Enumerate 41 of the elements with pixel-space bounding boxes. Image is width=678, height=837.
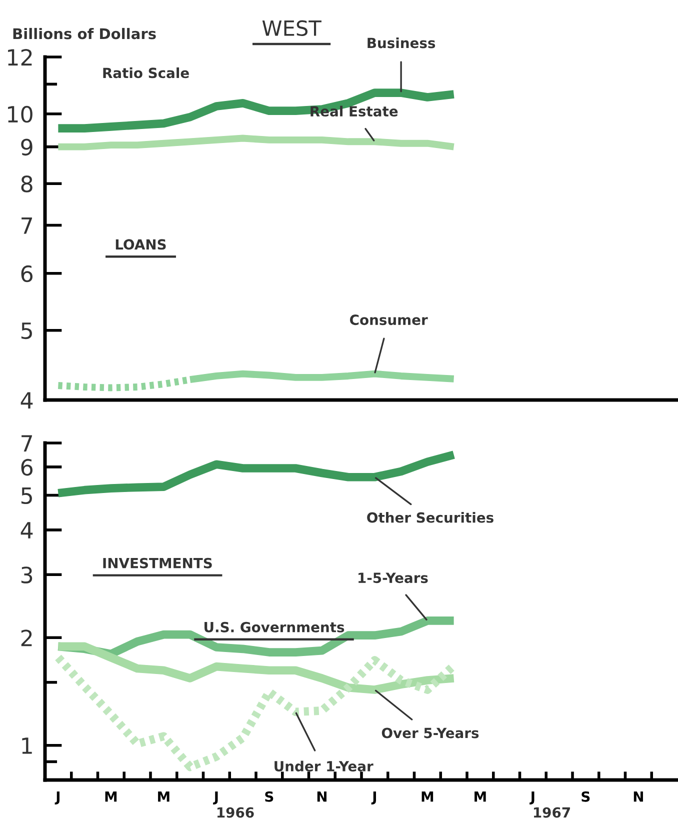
x-tick-label: J	[530, 792, 534, 804]
x-tick-label: M	[105, 792, 117, 802]
y-tick-label: 10	[8, 106, 32, 123]
y-tick-label: 6	[21, 265, 32, 282]
text: Consumer	[350, 314, 428, 326]
x-tick-label: N	[317, 792, 326, 802]
chart-title: WEST	[262, 20, 322, 36]
y-tick-label: 4	[20, 392, 33, 408]
annotation: INVESTMENTS	[103, 558, 212, 568]
x-tick-label: M	[158, 792, 170, 802]
text: Under 1-Year	[274, 760, 374, 772]
text: 1-5-Years	[358, 572, 428, 584]
y-tick-label: 6	[21, 458, 32, 476]
x-tick-label: J	[371, 792, 376, 804]
y-tick-label: 9	[21, 138, 32, 156]
y-tick-label: 3	[21, 566, 32, 584]
y-axis-title: Billions of Dollars	[13, 28, 156, 40]
y-tick-label: 1	[22, 738, 32, 754]
annotation: LOANS	[116, 239, 166, 250]
text: Other Securities	[367, 512, 494, 523]
y-tick-label: 7	[22, 218, 32, 234]
y-tick-label: 4	[20, 522, 33, 538]
annotation: Ratio Scale	[103, 67, 189, 78]
y-tick-label: 5	[21, 322, 32, 340]
x-tick-label: S	[582, 791, 590, 802]
text: 1966	[217, 807, 254, 818]
text: Over 5-Years	[382, 728, 479, 738]
y-tick-label: 8	[21, 176, 32, 192]
text: Business	[368, 37, 436, 48]
y-tick-label: 5	[21, 488, 32, 504]
y-tick-label: 7	[22, 435, 32, 452]
y-tick-label: 2	[21, 630, 32, 646]
text: 1967	[534, 807, 570, 818]
x-tick-label: J	[213, 792, 218, 804]
x-tick-label: J	[54, 792, 60, 804]
x-tick-label: M	[422, 792, 434, 802]
annotation: U.S. Governments	[204, 622, 344, 632]
x-tick-label: N	[634, 792, 643, 802]
x-tick-label: S	[265, 791, 274, 802]
x-tick-label: M	[474, 792, 486, 802]
y-tick-label: 12	[8, 48, 32, 66]
